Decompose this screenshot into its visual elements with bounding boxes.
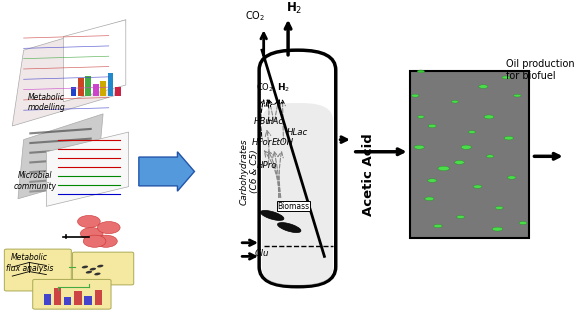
Ellipse shape xyxy=(411,94,419,97)
Text: Carbohydrates
(C6 & C5): Carbohydrates (C6 & C5) xyxy=(239,138,259,205)
Ellipse shape xyxy=(90,268,96,270)
Polygon shape xyxy=(107,73,113,96)
Circle shape xyxy=(95,235,117,247)
FancyBboxPatch shape xyxy=(33,279,111,309)
Text: HPro: HPro xyxy=(257,161,276,170)
Ellipse shape xyxy=(417,116,424,118)
Ellipse shape xyxy=(414,145,424,149)
Ellipse shape xyxy=(97,265,103,268)
Text: Oil production
for biofuel: Oil production for biofuel xyxy=(506,59,575,81)
Polygon shape xyxy=(29,176,92,183)
Polygon shape xyxy=(78,78,84,96)
Ellipse shape xyxy=(473,185,482,188)
Ellipse shape xyxy=(428,179,437,182)
Polygon shape xyxy=(115,87,121,96)
Polygon shape xyxy=(100,81,106,96)
Ellipse shape xyxy=(479,85,488,88)
Polygon shape xyxy=(86,76,91,96)
FancyArrow shape xyxy=(139,152,194,191)
Polygon shape xyxy=(29,128,92,134)
Text: Metabolic
flux analysis: Metabolic flux analysis xyxy=(6,253,53,273)
Ellipse shape xyxy=(438,166,449,171)
Ellipse shape xyxy=(468,131,475,133)
Text: EtOH: EtOH xyxy=(271,138,294,147)
Polygon shape xyxy=(29,167,92,173)
Polygon shape xyxy=(74,291,82,305)
Ellipse shape xyxy=(461,145,471,149)
Ellipse shape xyxy=(457,215,464,219)
Polygon shape xyxy=(71,87,76,96)
Ellipse shape xyxy=(487,155,494,158)
Text: HAc: HAc xyxy=(266,117,284,126)
Circle shape xyxy=(77,215,100,228)
Polygon shape xyxy=(63,20,126,102)
Ellipse shape xyxy=(434,225,442,228)
Ellipse shape xyxy=(261,210,284,220)
Text: HFor: HFor xyxy=(252,138,272,147)
Ellipse shape xyxy=(95,273,100,275)
Ellipse shape xyxy=(519,221,527,225)
Text: H$_2$: H$_2$ xyxy=(285,1,302,16)
Ellipse shape xyxy=(492,227,502,231)
Polygon shape xyxy=(12,20,126,126)
Text: Glu: Glu xyxy=(255,249,269,258)
Ellipse shape xyxy=(504,136,514,140)
Ellipse shape xyxy=(425,197,434,201)
Text: HBu: HBu xyxy=(254,117,272,126)
Polygon shape xyxy=(64,297,71,305)
Ellipse shape xyxy=(484,115,494,119)
Polygon shape xyxy=(43,294,51,305)
Text: CO$_2$: CO$_2$ xyxy=(256,82,274,94)
FancyBboxPatch shape xyxy=(410,71,529,238)
Polygon shape xyxy=(29,147,92,154)
FancyBboxPatch shape xyxy=(276,201,310,211)
Polygon shape xyxy=(18,114,103,199)
Polygon shape xyxy=(29,157,92,164)
Circle shape xyxy=(80,228,103,240)
Text: Microbial
community: Microbial community xyxy=(14,171,56,191)
Ellipse shape xyxy=(495,206,503,209)
Polygon shape xyxy=(54,288,61,305)
Polygon shape xyxy=(29,138,92,144)
FancyBboxPatch shape xyxy=(259,50,336,287)
Text: CO$_2$: CO$_2$ xyxy=(245,9,265,23)
Text: H$_2$: H$_2$ xyxy=(277,82,290,94)
FancyBboxPatch shape xyxy=(72,252,134,285)
Text: Biomass: Biomass xyxy=(277,202,309,211)
Polygon shape xyxy=(46,132,129,206)
FancyBboxPatch shape xyxy=(4,249,71,291)
Circle shape xyxy=(83,235,106,247)
Ellipse shape xyxy=(507,176,516,179)
Polygon shape xyxy=(85,296,92,305)
Polygon shape xyxy=(95,290,102,305)
Polygon shape xyxy=(29,186,92,193)
Ellipse shape xyxy=(278,223,301,233)
Ellipse shape xyxy=(429,124,436,128)
FancyBboxPatch shape xyxy=(262,103,333,285)
Text: Acetic Acid: Acetic Acid xyxy=(362,133,375,216)
Ellipse shape xyxy=(455,160,464,164)
Ellipse shape xyxy=(86,271,92,273)
Ellipse shape xyxy=(417,70,424,73)
Ellipse shape xyxy=(451,100,458,103)
Ellipse shape xyxy=(502,76,510,79)
Ellipse shape xyxy=(514,94,521,97)
Polygon shape xyxy=(93,84,99,96)
Ellipse shape xyxy=(82,266,88,268)
Text: HLac: HLac xyxy=(287,127,308,137)
Text: Metabolic
modelling: Metabolic modelling xyxy=(28,93,65,112)
Circle shape xyxy=(97,221,120,234)
